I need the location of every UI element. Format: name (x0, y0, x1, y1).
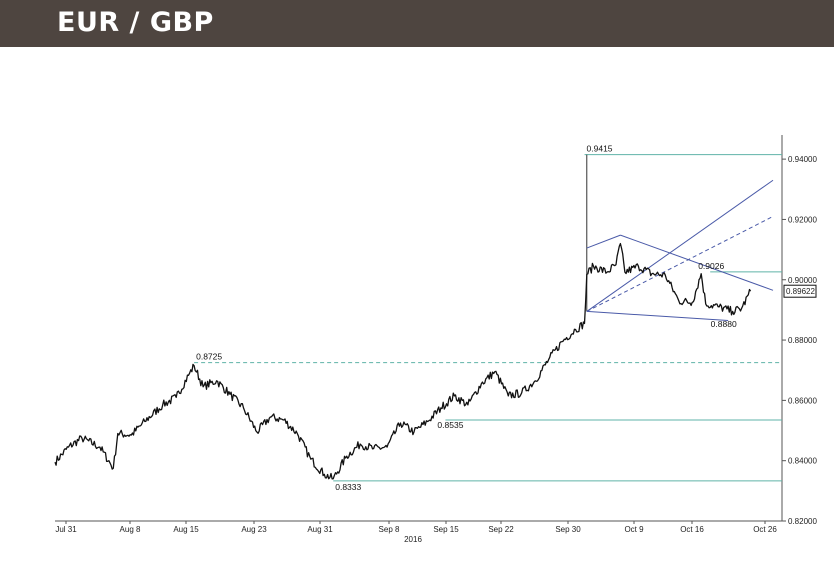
x-tick-label: Sep 8 (379, 525, 400, 534)
trend-line (586, 234, 621, 249)
trend-line (586, 215, 774, 312)
header-bar: EUR / GBP (0, 0, 834, 47)
annotation-label: 0.9026 (698, 261, 724, 271)
trend-line (620, 234, 774, 291)
x-tick-label: Oct 26 (753, 525, 777, 534)
trend-line (586, 310, 729, 321)
annotation-label: 0.8725 (196, 352, 222, 362)
x-tick-label: Oct 9 (624, 525, 644, 534)
x-tick-label: Aug 15 (173, 525, 199, 534)
x-tick-label: Jul 31 (55, 525, 77, 534)
annotation-label: 0.9415 (587, 144, 613, 154)
x-tick-label: Sep 15 (433, 525, 459, 534)
x-tick-label: Sep 30 (555, 525, 581, 534)
x-tick-label: Aug 8 (120, 525, 141, 534)
y-tick-label: 0.88000 (788, 336, 817, 345)
y-tick-label: 0.92000 (788, 215, 817, 224)
x-axis-year-label: 2016 (404, 535, 422, 544)
x-tick-label: Oct 16 (680, 525, 704, 534)
y-tick-label: 0.86000 (788, 396, 817, 405)
last-value-label: 0.89622 (786, 287, 815, 296)
x-tick-label: Sep 22 (488, 525, 514, 534)
annotation-label: 0.8880 (711, 319, 737, 329)
trend-line (586, 179, 774, 312)
x-tick-label: Aug 23 (241, 525, 267, 534)
last-value-box (783, 284, 817, 298)
y-tick-label: 0.84000 (788, 457, 817, 466)
x-tick-label: Aug 31 (307, 525, 333, 534)
y-tick-label: 0.90000 (788, 276, 817, 285)
y-tick-label: 0.94000 (788, 155, 817, 164)
annotation-label: 0.8535 (437, 420, 463, 430)
header-title: EUR / GBP (57, 7, 214, 38)
annotation-label: 0.8333 (335, 482, 361, 492)
price-line (54, 242, 752, 480)
y-tick-label: 0.82000 (788, 517, 817, 526)
